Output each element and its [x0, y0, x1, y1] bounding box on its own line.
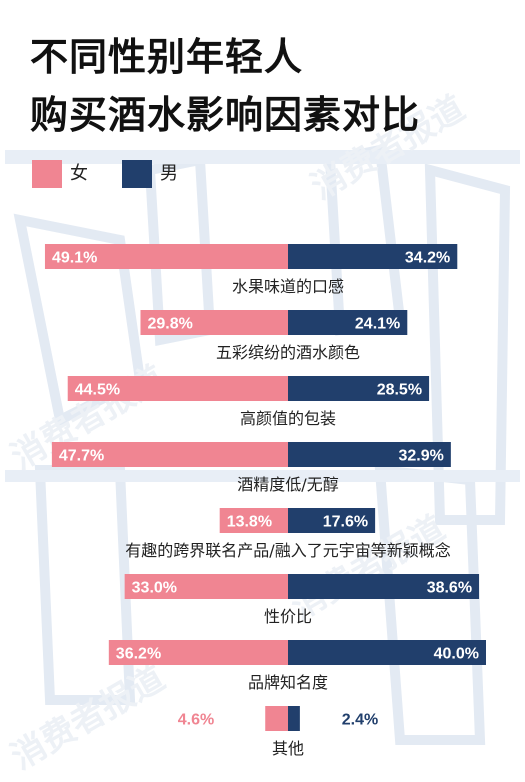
bar-male	[288, 376, 430, 401]
bar-male	[288, 310, 408, 335]
bar-female	[108, 640, 288, 665]
data-label-female: 4.6%	[178, 712, 214, 729]
category-label: 酒精度低/无醇	[237, 475, 338, 494]
chart-title-line2: 购买酒水影响因素对比	[30, 93, 421, 137]
chart-title-line1: 不同性别年轻人	[30, 35, 304, 79]
bar-female	[51, 442, 289, 467]
bar-female	[265, 706, 288, 731]
legend-label-male: 男	[160, 163, 178, 184]
bar-female	[124, 574, 289, 599]
data-label-female: 33.0%	[132, 580, 177, 597]
data-label-male: 34.2%	[405, 250, 450, 267]
data-label-male: 40.0%	[434, 646, 479, 663]
category-label: 有趣的跨界联名产品/融入了元宇宙等新颖概念	[125, 541, 450, 560]
category-label: 品牌知名度	[248, 673, 328, 692]
data-label-female: 13.8%	[227, 514, 272, 531]
bar-male	[288, 574, 480, 599]
data-label-female: 49.1%	[52, 250, 97, 267]
legend-swatch-female	[32, 160, 62, 188]
legend-label-female: 女	[70, 163, 88, 184]
legend-swatch-male	[122, 160, 152, 188]
data-label-female: 36.2%	[116, 646, 161, 663]
bar-female	[140, 310, 288, 335]
data-label-male: 24.1%	[355, 316, 400, 333]
category-label: 其他	[272, 739, 304, 758]
data-label-female: 44.5%	[75, 382, 120, 399]
bar-female	[219, 508, 288, 533]
bar-female	[67, 376, 288, 401]
data-label-male: 28.5%	[377, 382, 422, 399]
bar-male	[288, 244, 458, 269]
category-label: 水果味道的口感	[232, 277, 344, 296]
bar-male	[288, 640, 486, 665]
data-label-female: 29.8%	[147, 316, 192, 333]
bar-male	[288, 442, 451, 467]
data-label-female: 47.7%	[59, 448, 104, 465]
bar-female	[44, 244, 288, 269]
data-label-male: 2.4%	[342, 712, 378, 729]
bar-male	[288, 508, 376, 533]
data-label-male: 32.9%	[398, 448, 443, 465]
data-label-male: 17.6%	[323, 514, 368, 531]
bar-male	[288, 706, 300, 731]
data-label-male: 38.6%	[427, 580, 472, 597]
category-label: 高颜值的包装	[240, 409, 336, 428]
category-label: 性价比	[264, 607, 312, 626]
category-label: 五彩缤纷的酒水颜色	[216, 343, 360, 362]
